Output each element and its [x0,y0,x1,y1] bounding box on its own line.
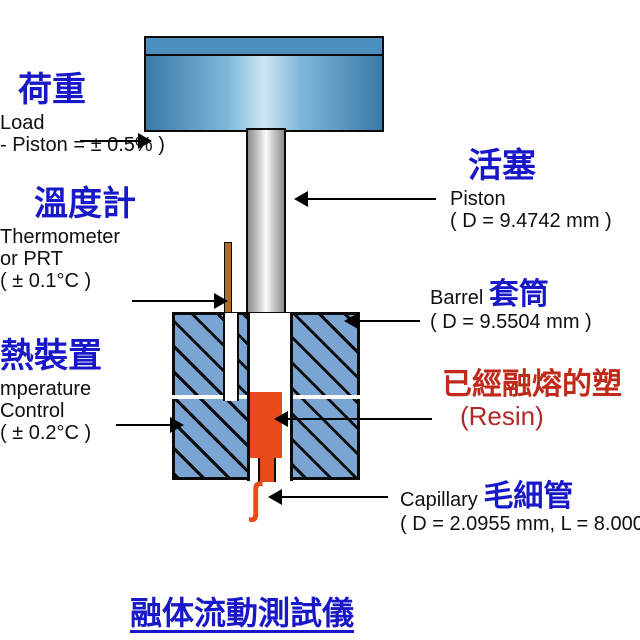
thermo-en2: or PRT [0,248,63,270]
piston-rod [246,128,286,332]
heater-en2: Control [0,400,64,422]
capillary-cn: 毛細管 [483,480,573,513]
extrudate-icon: ʃ [249,474,261,524]
barrel-cn: 套筒 [489,278,549,311]
diagram-title: 融体流動測試儀 [130,588,354,634]
thermometer-label-cn: 溫度計 [34,186,136,223]
piston-en2: ( D = 9.4742 mm ) [450,210,612,232]
thermometer-label-en: Thermometer or PRT ( ± 0.1°C ) [0,226,120,292]
leader-arrow [276,496,388,498]
barrel-en1: Barrel [430,287,483,309]
heater-en1: mperature [0,378,91,400]
thermo-en3: ( ± 0.1°C ) [0,270,91,292]
barrel-label-en: Barrel 套筒 ( D = 9.5504 mm ) [430,278,592,333]
thermo-en1: Thermometer [0,226,120,248]
leader-arrow [282,418,432,420]
capillary-en2: ( D = 2.0955 mm, L = 8.000 mm ) [400,513,640,535]
load-label-cn: 荷重 [18,72,86,109]
barrel-en2: ( D = 9.5504 mm ) [430,311,592,333]
heater-en3: ( ± 0.2°C ) [0,422,91,444]
thermometer-slot [223,313,239,401]
load-en2: - Piston = ± 0.5% ) [0,134,165,156]
leader-arrow [302,198,436,200]
heater-label-en: mperature Control ( ± 0.2°C ) [0,378,91,444]
diagram-canvas: ʃ 荷重 Load - Piston = ± 0.5% ) 溫度計 Thermo… [0,0,640,640]
capillary-en1: Capillary [400,489,478,511]
heater-label-cn: 熱裝置 [0,338,102,375]
load-label-en: Load - Piston = ± 0.5% ) [0,112,165,156]
resin-label-cn: 已經融熔的塑 [442,368,622,401]
load-en1: Load [0,112,45,134]
capillary-label-en: Capillary 毛細管 ( D = 2.0955 mm, L = 8.000… [400,480,640,535]
leader-arrow [352,320,420,322]
leader-arrow [116,424,176,426]
piston-label-cn: 活塞 [468,148,536,185]
piston-label-en: Piston ( D = 9.4742 mm ) [450,188,612,232]
load-weight-body [144,54,384,132]
resin-label-en: (Resin) [460,402,544,431]
piston-en1: Piston [450,188,506,210]
leader-arrow [132,300,220,302]
